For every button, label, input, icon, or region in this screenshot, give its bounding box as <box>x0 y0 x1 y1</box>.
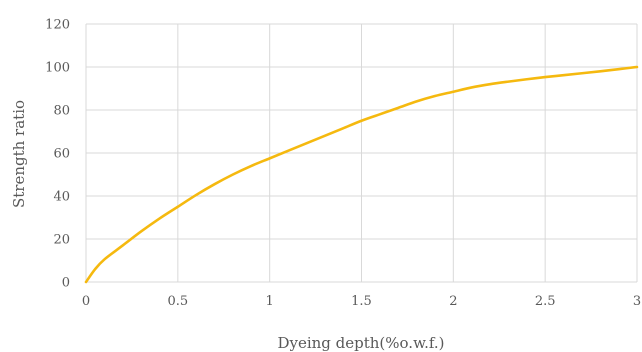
y-tick-label: 40 <box>53 190 70 205</box>
x-tick-label: 1 <box>266 294 274 309</box>
y-tick-label: 20 <box>53 233 70 248</box>
x-tick-label: 3 <box>633 294 641 309</box>
y-tick-label: 60 <box>53 147 70 162</box>
y-tick-label: 100 <box>45 61 70 76</box>
x-axis-title: Dyeing depth(%o.w.f.) <box>277 334 444 352</box>
x-tick-label: 2 <box>449 294 457 309</box>
x-tick-label: 2.5 <box>535 294 556 309</box>
y-tick-label: 120 <box>45 18 70 33</box>
x-axis-ticks: 0 0.5 1 1.5 2 2.5 3 <box>82 294 641 309</box>
grid <box>85 23 638 283</box>
x-tick-label: 0 <box>82 294 90 309</box>
x-tick-label: 1.5 <box>351 294 372 309</box>
y-axis-title: Strength ratio <box>10 100 28 208</box>
x-tick-label: 0.5 <box>167 294 188 309</box>
y-tick-label: 80 <box>53 104 70 119</box>
series-layer <box>84 65 639 284</box>
y-tick-label: 0 <box>62 276 70 291</box>
y-axis-ticks: 0 20 40 60 80 100 120 <box>45 18 70 291</box>
series-line-1 <box>84 65 639 284</box>
